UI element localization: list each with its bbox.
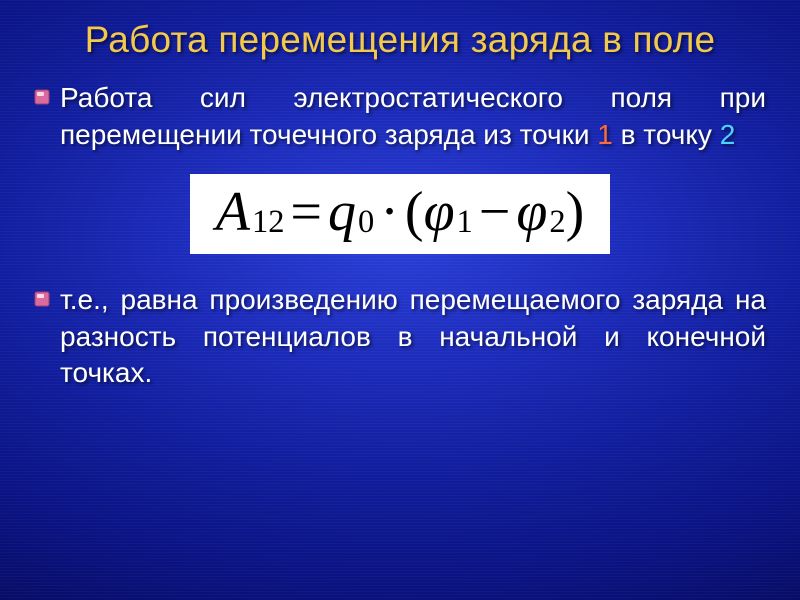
bullet-icon xyxy=(34,291,50,307)
slide-title: Работа перемещения заряда в поле xyxy=(34,18,766,62)
para1-mid: в точку xyxy=(613,119,720,150)
bullet-icon xyxy=(34,89,50,105)
formula-phi1-sub: 1 xyxy=(455,206,473,238)
paragraph-2-text: т.е., равна произведению перемещаемого з… xyxy=(60,282,766,393)
number-2: 2 xyxy=(720,119,736,150)
formula-q: q xyxy=(328,184,356,240)
formula-eq: = xyxy=(284,184,328,240)
formula-container: A12 = q0 · (φ1 − φ2) xyxy=(34,174,766,254)
formula-phi2: φ xyxy=(516,184,547,240)
paragraph-1-text: Работа сил электростатического поля при … xyxy=(60,80,766,154)
paragraph-1: Работа сил электростатического поля при … xyxy=(34,80,766,154)
number-1: 1 xyxy=(597,119,613,150)
formula-rparen: ) xyxy=(566,184,585,240)
formula-minus: − xyxy=(473,184,517,240)
formula-phi2-sub: 2 xyxy=(547,206,565,238)
formula-dot: · xyxy=(374,184,405,240)
formula-q-sub: 0 xyxy=(356,206,374,238)
formula-A-sub: 12 xyxy=(250,206,284,238)
paragraph-2: т.е., равна произведению перемещаемого з… xyxy=(34,282,766,393)
formula-A: A xyxy=(216,184,250,240)
formula: A12 = q0 · (φ1 − φ2) xyxy=(190,174,611,254)
formula-lparen: ( xyxy=(405,184,424,240)
formula-phi1: φ xyxy=(424,184,455,240)
slide: Работа перемещения заряда в поле Работа … xyxy=(0,0,800,600)
